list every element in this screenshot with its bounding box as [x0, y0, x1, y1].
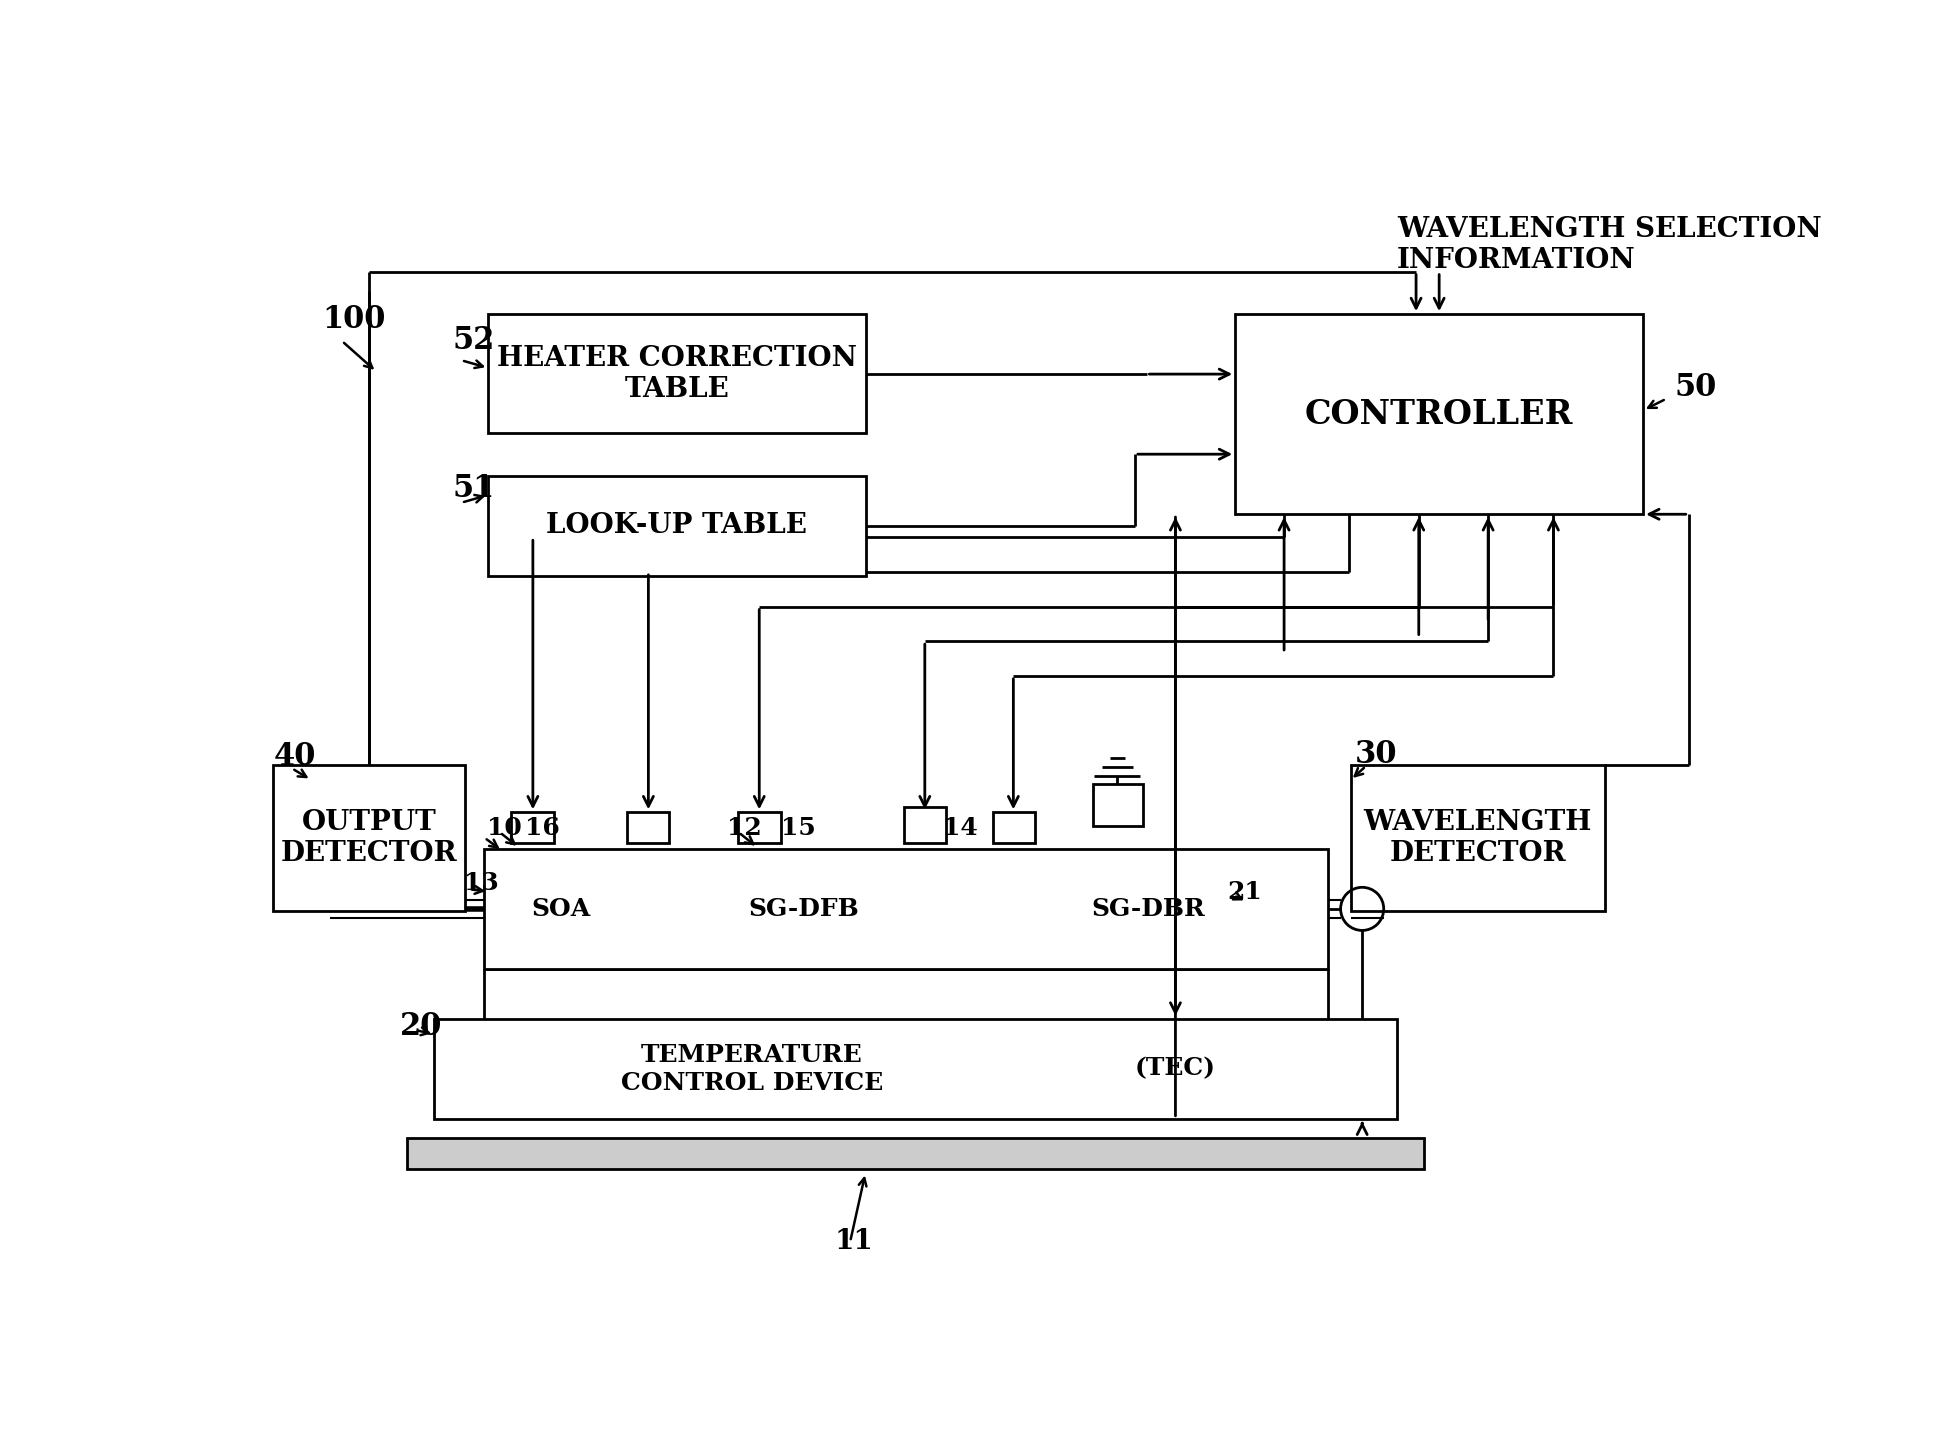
Bar: [992, 812, 1035, 844]
Bar: [485, 849, 1327, 968]
Bar: [272, 765, 466, 911]
Text: 15: 15: [781, 815, 816, 839]
Text: SG-DBR: SG-DBR: [1092, 897, 1206, 921]
Text: 30: 30: [1354, 739, 1397, 769]
Text: WAVELENGTH
DETECTOR: WAVELENGTH DETECTOR: [1364, 808, 1591, 867]
Text: 10: 10: [487, 815, 521, 839]
Text: 40: 40: [274, 741, 317, 772]
Text: CONTROLLER: CONTROLLER: [1305, 398, 1573, 430]
Text: 51: 51: [452, 473, 495, 505]
Bar: [434, 1018, 1397, 1118]
Bar: [487, 315, 865, 433]
Bar: [511, 812, 554, 844]
Bar: [407, 1138, 1425, 1168]
Text: 21: 21: [1227, 879, 1262, 904]
Text: 12: 12: [726, 815, 761, 839]
Bar: [904, 807, 947, 844]
Text: 20: 20: [399, 1011, 442, 1042]
Text: TEMPERATURE
CONTROL DEVICE: TEMPERATURE CONTROL DEVICE: [620, 1042, 883, 1094]
Text: 11: 11: [836, 1228, 873, 1256]
Bar: [626, 812, 669, 844]
Text: OUTPUT
DETECTOR: OUTPUT DETECTOR: [280, 808, 458, 867]
Text: 16: 16: [524, 815, 560, 839]
Bar: [1235, 315, 1644, 515]
Bar: [738, 812, 781, 844]
Text: 14: 14: [943, 815, 977, 839]
Text: HEATER CORRECTION
TABLE: HEATER CORRECTION TABLE: [497, 345, 857, 403]
Bar: [1350, 765, 1605, 911]
Text: 13: 13: [464, 871, 499, 895]
Bar: [1092, 784, 1143, 827]
Text: (TEC): (TEC): [1135, 1057, 1215, 1081]
Text: 52: 52: [452, 326, 495, 356]
Text: LOOK-UP TABLE: LOOK-UP TABLE: [546, 512, 808, 539]
Bar: [487, 476, 865, 576]
Text: WAVELENGTH SELECTION
INFORMATION: WAVELENGTH SELECTION INFORMATION: [1397, 216, 1822, 275]
Text: 50: 50: [1673, 372, 1716, 403]
Text: SOA: SOA: [532, 897, 591, 921]
Text: SG-DFB: SG-DFB: [748, 897, 859, 921]
Text: 100: 100: [323, 305, 386, 335]
